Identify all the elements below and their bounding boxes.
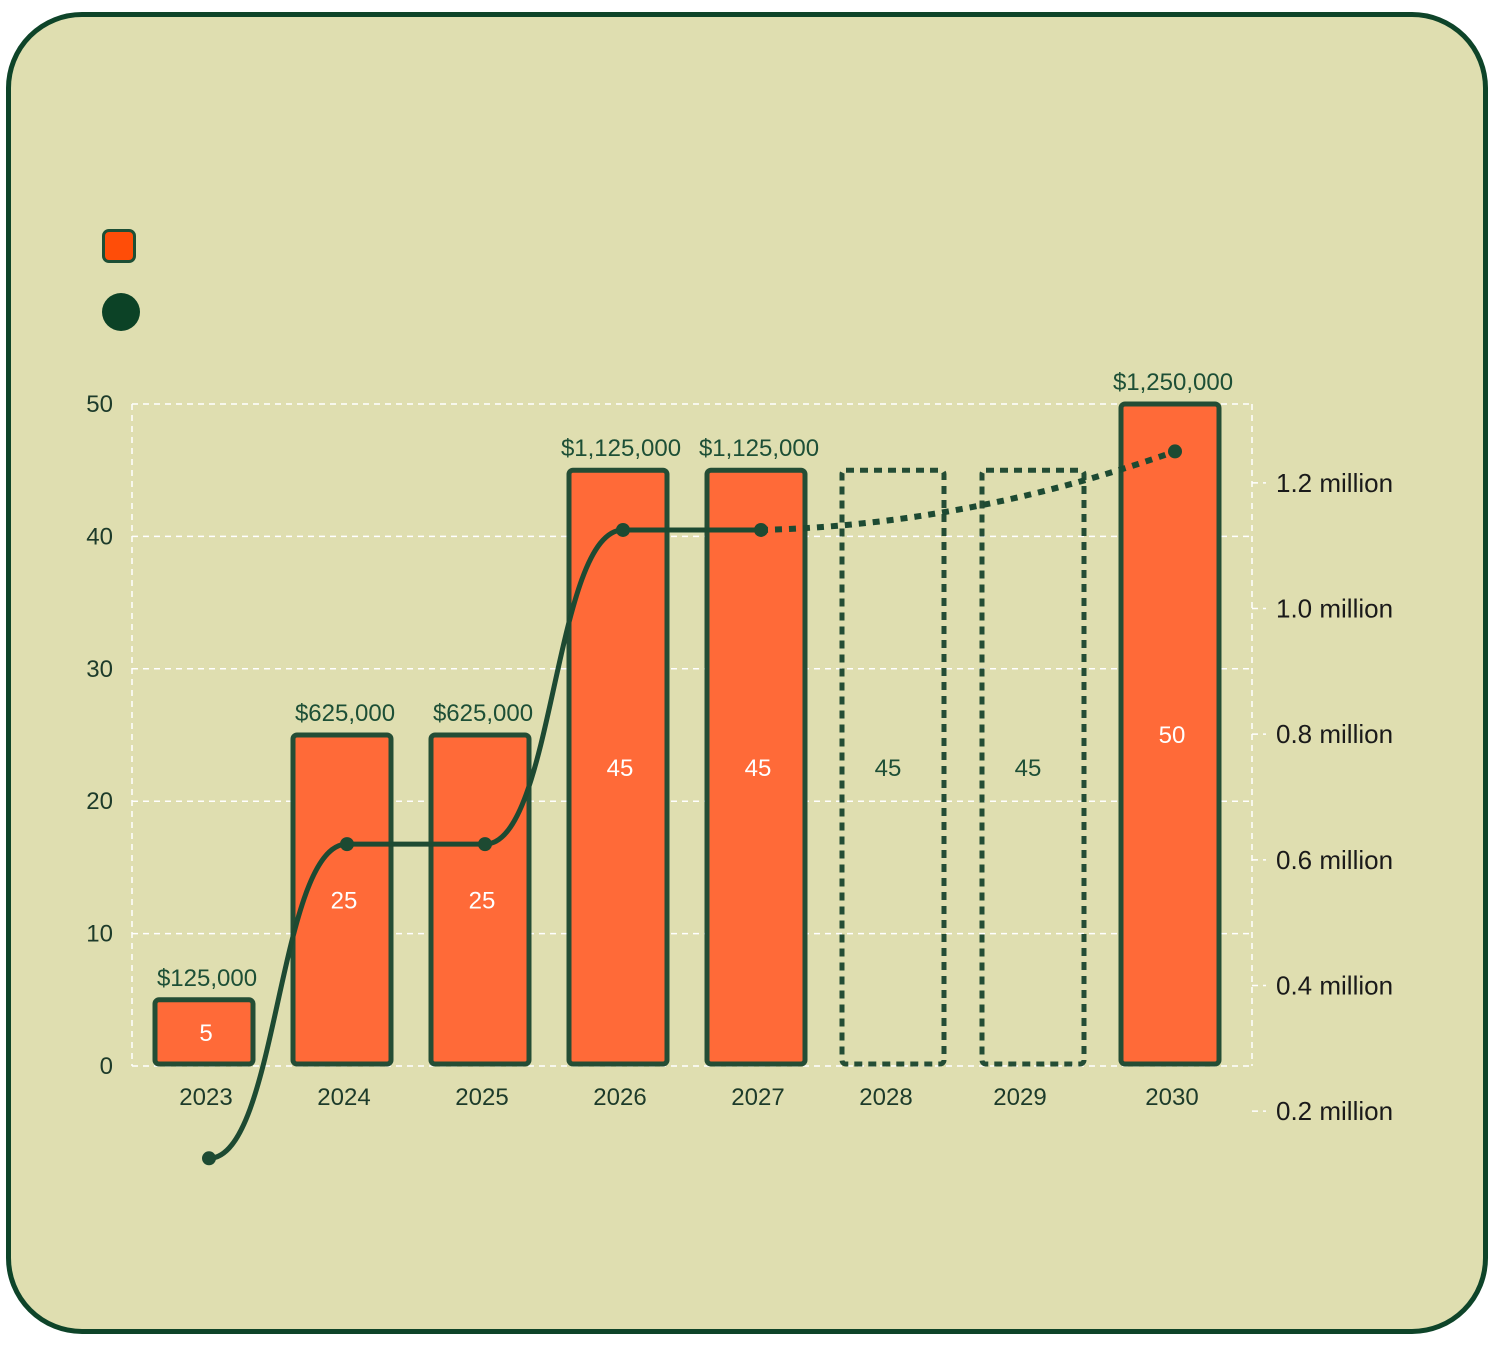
bar-value-label: 5 <box>199 1020 212 1047</box>
line-value-label: $125,000 <box>157 965 257 992</box>
bar-value-label: 45 <box>607 755 634 782</box>
y-right-tick-label: 0.2 million <box>1276 1096 1393 1126</box>
line-value-label: $1,125,000 <box>699 435 819 462</box>
bar[interactable] <box>152 997 256 1067</box>
bar-value-label: 50 <box>1159 722 1186 749</box>
y-right-tick-label: 1.2 million <box>1276 468 1393 498</box>
bar-value-label: 45 <box>1015 755 1042 782</box>
bar[interactable] <box>290 732 394 1067</box>
y-right-tick-label: 1.0 million <box>1276 594 1393 624</box>
x-tick-label: 2023 <box>179 1084 232 1111</box>
line-value-label: $625,000 <box>433 700 533 727</box>
line-point[interactable] <box>616 522 630 537</box>
line-value-label: $625,000 <box>295 700 395 727</box>
x-tick-label: 2029 <box>993 1084 1046 1111</box>
line-value-label: $1,250,000 <box>1113 369 1233 396</box>
legend-bar-swatch <box>102 229 136 263</box>
bar[interactable] <box>1118 401 1222 1067</box>
x-tick-label: 2026 <box>593 1084 646 1111</box>
bar-value-label: 45 <box>875 755 902 782</box>
bar[interactable] <box>428 732 532 1067</box>
x-tick-label: 2030 <box>1145 1084 1198 1111</box>
y-right-tick-label: 0.4 million <box>1276 971 1393 1001</box>
x-tick-label: 2027 <box>731 1084 784 1111</box>
y-left-tick-label: 0 <box>100 1053 113 1080</box>
y-right-tick-label: 0.8 million <box>1276 719 1393 749</box>
bar-projected[interactable] <box>979 467 1087 1067</box>
x-tick-label: 2025 <box>455 1084 508 1111</box>
bars-layer <box>152 401 1222 1067</box>
bar[interactable] <box>566 467 670 1067</box>
legend-line-swatch <box>102 293 140 331</box>
y-left-tick-label: 30 <box>86 656 113 683</box>
grid-layer <box>131 403 1266 1112</box>
line-point[interactable] <box>202 1151 216 1166</box>
line-layer <box>202 444 1182 1166</box>
bar-value-label: 45 <box>745 755 772 782</box>
y-left-tick-label: 40 <box>86 523 113 550</box>
bar-value-label: 25 <box>331 888 358 915</box>
y-right-tick-label: 0.6 million <box>1276 845 1393 875</box>
line-series-projected[interactable] <box>760 448 1177 533</box>
line-point[interactable] <box>340 837 354 852</box>
x-tick-label: 2028 <box>859 1084 912 1111</box>
line-point[interactable] <box>478 837 492 852</box>
bar-projected[interactable] <box>839 467 947 1067</box>
line-value-label: $1,125,000 <box>561 435 681 462</box>
line-point[interactable] <box>754 522 768 537</box>
y-left-tick-label: 10 <box>86 921 113 948</box>
y-left-tick-label: 20 <box>86 788 113 815</box>
bar-value-label: 25 <box>469 888 496 915</box>
bar[interactable] <box>704 467 808 1067</box>
y-left-tick-label: 50 <box>86 391 113 418</box>
x-tick-label: 2024 <box>317 1084 370 1111</box>
line-point[interactable] <box>1168 444 1182 459</box>
